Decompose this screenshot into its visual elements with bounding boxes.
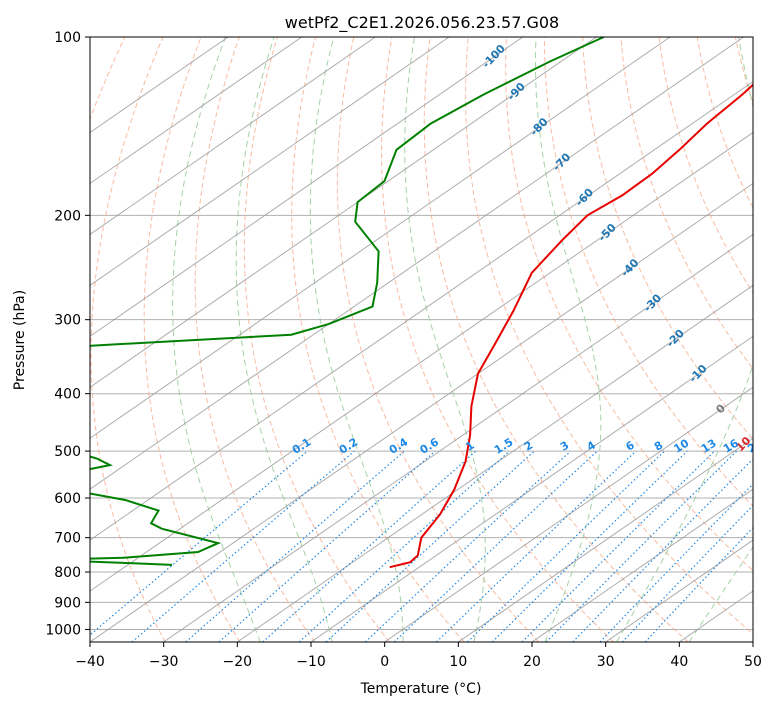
dry-adiabat xyxy=(505,37,753,572)
isotherm xyxy=(90,182,753,642)
moist-adiabat xyxy=(404,37,486,642)
x-tick-label: 0 xyxy=(380,654,389,670)
isotherm xyxy=(90,37,597,388)
dry-adiabat xyxy=(423,37,689,642)
x-tick-label: 50 xyxy=(744,654,762,670)
x-tick-label: −10 xyxy=(296,654,326,670)
mixing-ratio-line xyxy=(364,450,572,642)
isotherm xyxy=(90,37,450,286)
dry-adiabat xyxy=(143,37,241,642)
mixing-ratio-line xyxy=(218,450,436,642)
mixing-ratio-line xyxy=(491,450,688,642)
x-tick-label: 30 xyxy=(597,654,615,670)
isotherm xyxy=(90,37,745,490)
dry-adiabat xyxy=(582,37,753,440)
isotherm xyxy=(605,539,753,642)
dry-adiabat xyxy=(381,37,614,642)
dry-adiabat xyxy=(243,37,390,642)
dry-adiabat xyxy=(465,37,753,635)
x-axis-title: Temperature (°C) xyxy=(360,681,482,697)
y-tick-label: 100 xyxy=(54,30,81,46)
mixing-ratio-line xyxy=(572,458,753,642)
isotherm xyxy=(310,335,753,642)
dry-adiabats xyxy=(90,37,753,642)
sounding-series xyxy=(90,37,753,569)
mixing-ratio-line xyxy=(521,450,716,642)
mixing-ratio-line xyxy=(435,450,637,642)
moist-adiabat xyxy=(309,37,404,642)
y-tick-label: 600 xyxy=(54,491,81,507)
plot-area: -100-90-80-70-60-50-40-30-20-10010203040… xyxy=(90,37,765,642)
mixing-ratio-line xyxy=(545,450,738,642)
mixing-ratio-line xyxy=(298,450,510,642)
dry-adiabat xyxy=(620,37,753,370)
dry-adiabat xyxy=(336,37,540,642)
mixing-ratio-label: 20 xyxy=(745,436,765,455)
mixing-ratio-lines xyxy=(90,450,753,642)
x-tick-label: 20 xyxy=(523,654,541,670)
isotherm xyxy=(237,284,753,642)
y-tick-label: 200 xyxy=(54,208,81,224)
moist-adiabats xyxy=(172,37,753,642)
x-tick-label: −30 xyxy=(149,654,179,670)
mixing-ratio-line xyxy=(599,483,753,642)
x-tick-label: 40 xyxy=(670,654,688,670)
x-axis: −40 −30 −20 −10 0 10 20 30 40 50 xyxy=(75,642,762,670)
y-tick-label: 300 xyxy=(54,313,81,329)
chart-title: wetPf2_C2E1.2026.056.23.57.G08 xyxy=(285,13,559,33)
y-tick-label: 800 xyxy=(54,565,81,581)
x-tick-label: −20 xyxy=(223,654,253,670)
moist-adiabat xyxy=(235,37,333,642)
isotherm xyxy=(90,131,753,592)
isotherm xyxy=(384,386,753,642)
moist-adiabat xyxy=(688,546,753,642)
temperature-line xyxy=(389,83,753,569)
dry-adiabat xyxy=(696,37,753,209)
y-tick-label: 500 xyxy=(54,444,81,460)
isotherm xyxy=(90,80,753,541)
isotherm xyxy=(90,37,303,185)
moist-adiabat xyxy=(616,37,753,642)
y-tick-label: 400 xyxy=(54,387,81,403)
isotherm xyxy=(531,488,753,642)
dewpoint-line xyxy=(90,37,605,566)
y-tick-label: 1000 xyxy=(45,622,81,638)
y-tick-label: 700 xyxy=(54,531,81,547)
isotherm xyxy=(90,37,671,439)
mixing-ratio-line xyxy=(185,450,405,642)
isotherm xyxy=(163,233,753,642)
x-tick-label: −40 xyxy=(75,654,105,670)
isotherm xyxy=(90,37,376,236)
plot-frame xyxy=(89,36,754,643)
isotherms xyxy=(90,37,753,642)
dry-adiabat xyxy=(291,37,465,642)
isotherm xyxy=(458,437,753,642)
y-tick-label: 900 xyxy=(54,595,81,611)
isotherm xyxy=(90,37,524,337)
x-tick-label: 10 xyxy=(449,654,467,670)
dry-adiabat xyxy=(90,37,166,642)
y-axis: 100 200 300 400 500 600 700 800 900 1000 xyxy=(45,30,90,638)
y-axis-title: Pressure (hPa) xyxy=(12,290,28,390)
mixing-ratio-line xyxy=(325,450,535,642)
moist-adiabat xyxy=(534,37,602,642)
moist-adiabat xyxy=(172,37,261,642)
dry-adiabat xyxy=(544,37,753,507)
mixing-ratio-line xyxy=(131,450,355,642)
mixing-ratio-line xyxy=(90,450,308,636)
mixing-ratio-line xyxy=(467,450,666,642)
